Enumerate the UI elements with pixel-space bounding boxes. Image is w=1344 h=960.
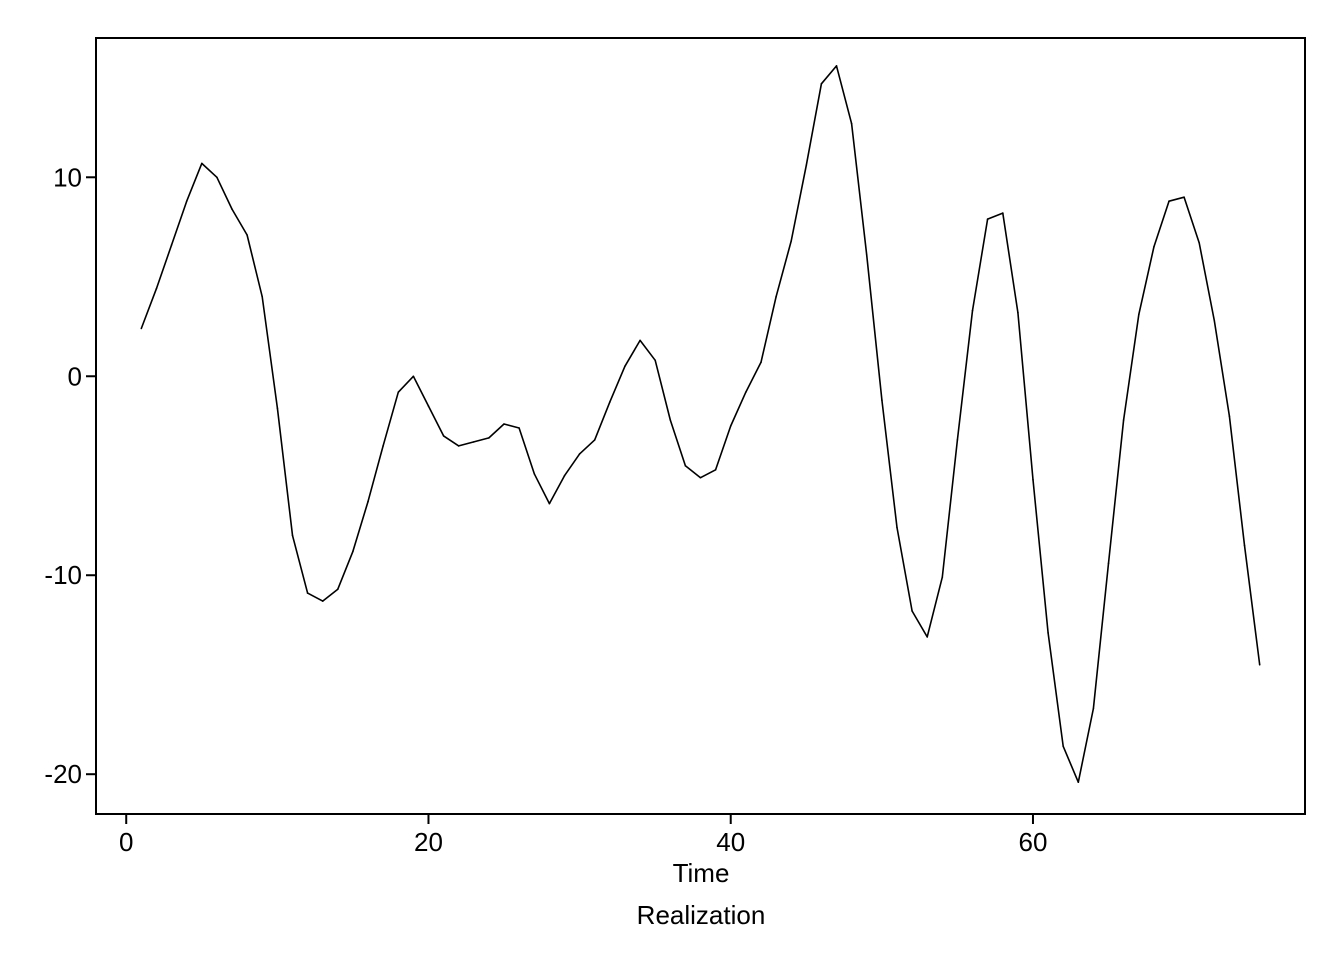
data-point <box>1198 242 1200 244</box>
data-point <box>488 437 490 439</box>
data-point <box>669 419 672 421</box>
data-point <box>291 534 294 537</box>
data-point <box>321 600 324 602</box>
data-point <box>1213 319 1216 322</box>
data-point <box>201 162 203 165</box>
data-point <box>276 407 279 409</box>
y-tick-label: -20 <box>44 759 82 789</box>
data-point <box>261 295 264 298</box>
data-point <box>714 469 717 471</box>
x-tick-label: 20 <box>414 827 443 857</box>
data-point <box>1243 544 1246 547</box>
data-point <box>367 500 369 503</box>
data-point <box>503 423 505 425</box>
data-point <box>986 218 989 220</box>
data-point <box>231 208 233 210</box>
data-point <box>1062 745 1064 748</box>
data-point <box>518 427 520 429</box>
data-point <box>896 526 898 529</box>
data-point <box>397 391 400 394</box>
data-point <box>216 176 218 179</box>
x-tick-label: 0 <box>119 827 133 857</box>
data-point <box>473 441 475 443</box>
chart-caption: Realization <box>637 900 766 930</box>
data-point <box>926 636 928 638</box>
data-point <box>745 391 747 394</box>
data-point <box>639 339 641 342</box>
data-point <box>442 435 445 437</box>
data-point <box>654 359 656 362</box>
data-point <box>1032 478 1034 481</box>
data-point <box>1092 707 1095 710</box>
data-point <box>337 588 339 590</box>
data-point <box>729 425 732 427</box>
data-point <box>956 439 959 441</box>
data-point <box>306 592 309 594</box>
data-point <box>760 361 762 364</box>
data-point <box>881 399 883 401</box>
data-point <box>593 439 596 441</box>
y-tick-label: 0 <box>68 361 82 391</box>
data-point <box>1183 196 1185 198</box>
data-point <box>352 550 354 553</box>
data-point <box>1107 562 1110 565</box>
data-point <box>427 405 430 407</box>
data-point <box>548 502 551 505</box>
data-point <box>457 445 460 447</box>
data-point <box>941 576 944 578</box>
data-point <box>1228 415 1231 417</box>
data-point <box>140 327 143 330</box>
data-point <box>684 465 687 467</box>
data-point <box>1002 212 1004 214</box>
data-point <box>155 287 158 290</box>
data-point <box>971 309 974 312</box>
data-point <box>578 453 581 455</box>
data-point <box>911 610 913 612</box>
x-axis-title: Time <box>673 858 730 888</box>
data-point <box>563 474 566 477</box>
data-point <box>609 401 611 403</box>
data-point <box>805 164 808 167</box>
data-point <box>835 65 838 67</box>
data-point <box>1138 313 1140 316</box>
data-point <box>170 244 173 246</box>
data-point <box>1153 246 1155 248</box>
data-point <box>850 122 853 125</box>
x-axis: 0 20 40 60 <box>119 814 1047 857</box>
data-point <box>1258 664 1261 666</box>
data-point <box>820 83 823 85</box>
data-point <box>624 365 626 368</box>
x-tick-label: 60 <box>1019 827 1048 857</box>
data-point <box>1047 632 1049 634</box>
data-point <box>1017 311 1019 314</box>
data-point <box>412 375 415 378</box>
data-point <box>790 240 792 242</box>
plot-frame <box>95 37 1306 815</box>
data-point <box>1168 200 1170 202</box>
data-point <box>246 234 248 236</box>
series-points <box>140 65 1261 783</box>
data-point <box>1122 419 1125 421</box>
x-tick-label: 40 <box>716 827 745 857</box>
data-point <box>865 254 868 256</box>
y-tick-label: 10 <box>53 162 82 192</box>
data-point <box>533 473 536 475</box>
y-tick-label: -10 <box>44 560 82 590</box>
data-point <box>382 445 384 447</box>
data-point <box>1077 781 1080 783</box>
data-point <box>185 200 188 202</box>
y-axis: -20 -10 0 10 <box>44 162 96 789</box>
data-point <box>699 476 702 479</box>
data-point <box>775 295 777 298</box>
series-line <box>140 65 1261 783</box>
